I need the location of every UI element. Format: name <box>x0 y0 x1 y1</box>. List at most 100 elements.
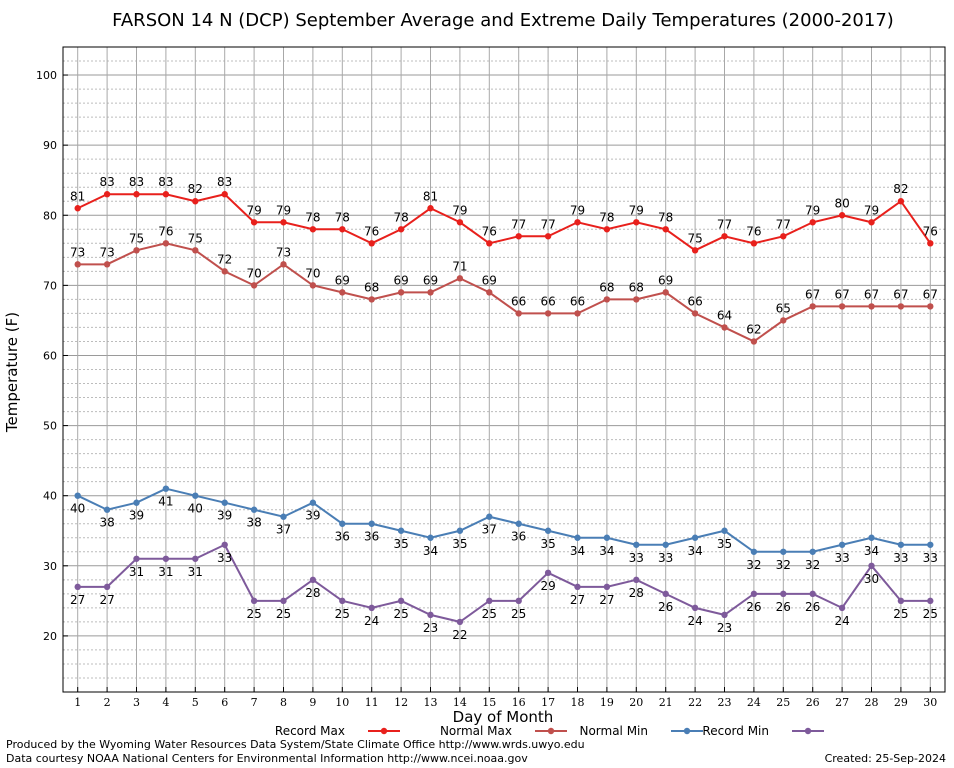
data-point <box>927 597 934 605</box>
data-point <box>74 583 81 591</box>
data-label: 79 <box>805 203 820 217</box>
data-point <box>515 597 522 605</box>
data-label: 82 <box>893 182 908 196</box>
data-point <box>368 604 375 612</box>
data-point <box>927 240 934 247</box>
legend-marker <box>683 727 691 735</box>
data-label: 38 <box>246 516 261 530</box>
data-point <box>868 534 875 541</box>
data-label: 25 <box>923 607 938 621</box>
data-label: 78 <box>393 210 408 224</box>
data-label: 79 <box>864 203 879 217</box>
data-label: 35 <box>540 537 555 551</box>
data-point <box>691 534 699 541</box>
x-axis-label: Day of Month <box>453 708 554 726</box>
data-point <box>368 296 375 303</box>
x-tick-label: 22 <box>688 696 702 709</box>
data-point <box>838 604 846 612</box>
data-label: 77 <box>511 217 526 231</box>
data-label: 71 <box>452 259 467 273</box>
data-point <box>897 303 905 310</box>
x-tick-label: 27 <box>835 696 849 709</box>
data-point <box>309 226 317 233</box>
data-label: 33 <box>217 551 232 565</box>
data-point <box>339 226 346 233</box>
footer-credit-line1: Produced by the Wyoming Water Resources … <box>6 738 585 751</box>
data-point <box>309 576 317 584</box>
x-tick-label: 29 <box>894 696 908 709</box>
data-label: 70 <box>246 266 261 280</box>
data-point <box>544 569 552 577</box>
data-point <box>456 618 464 626</box>
data-point <box>633 296 640 303</box>
data-point <box>486 240 493 247</box>
data-label: 27 <box>599 593 614 607</box>
data-label: 25 <box>511 607 526 621</box>
data-point <box>192 247 199 254</box>
data-label: 69 <box>393 273 408 287</box>
data-label: 33 <box>629 551 644 565</box>
data-label: 83 <box>99 175 114 189</box>
data-point <box>486 597 493 605</box>
x-tick-label: 21 <box>659 696 673 709</box>
data-label: 32 <box>805 558 820 572</box>
data-label: 39 <box>129 509 144 523</box>
data-point <box>74 492 81 499</box>
series-line <box>77 193 932 252</box>
data-label: 26 <box>746 600 761 614</box>
data-label: 25 <box>482 607 497 621</box>
legend: Record Max Normal Max Normal Min Record Min <box>275 724 824 738</box>
data-label: 27 <box>570 593 585 607</box>
data-label: 76 <box>746 224 761 238</box>
data-point <box>339 289 346 296</box>
data-label: 80 <box>834 196 849 210</box>
x-tick-label: 16 <box>512 696 526 709</box>
data-point <box>691 247 699 254</box>
legend-label: Normal Max <box>440 724 512 738</box>
data-point <box>633 219 640 226</box>
data-point <box>780 548 787 555</box>
data-label: 78 <box>305 210 320 224</box>
data-point <box>162 191 170 198</box>
data-label: 28 <box>629 586 644 600</box>
data-label: 33 <box>658 551 673 565</box>
data-point <box>721 324 728 331</box>
data-label: 68 <box>364 280 379 294</box>
data-point <box>221 268 228 275</box>
data-label: 39 <box>217 509 232 523</box>
data-label: 23 <box>423 621 438 635</box>
data-label: 25 <box>393 607 408 621</box>
data-label: 41 <box>158 495 173 509</box>
data-label: 76 <box>158 224 173 238</box>
data-label: 35 <box>717 537 732 551</box>
data-label: 66 <box>511 294 526 308</box>
data-point <box>603 534 611 541</box>
data-point <box>456 219 464 226</box>
data-label: 33 <box>923 551 938 565</box>
data-point <box>103 583 111 591</box>
data-label: 25 <box>246 607 261 621</box>
data-label: 76 <box>923 224 938 238</box>
series-record-max: 81 83 83 83 82 83 79 79 78 78 76 78 81 79 76 77 77 79 78 79… <box>70 175 938 254</box>
data-point <box>809 548 816 555</box>
footer-created-date: Created: 25-Sep-2024 <box>824 752 946 765</box>
data-point <box>868 303 875 310</box>
data-label: 34 <box>599 544 614 558</box>
y-tick-label: 50 <box>43 420 57 433</box>
data-point <box>544 310 552 317</box>
data-point <box>221 499 228 506</box>
data-label: 73 <box>70 245 85 259</box>
legend-marker <box>547 727 555 735</box>
data-point <box>280 219 287 226</box>
data-point <box>368 520 375 527</box>
data-point <box>486 289 493 296</box>
data-label: 29 <box>540 579 555 593</box>
x-tick-label: 23 <box>718 696 732 709</box>
data-label: 67 <box>805 287 820 301</box>
data-label: 65 <box>776 301 791 315</box>
data-point <box>691 604 699 612</box>
data-label: 73 <box>99 245 114 259</box>
y-tick-label: 30 <box>43 560 57 573</box>
